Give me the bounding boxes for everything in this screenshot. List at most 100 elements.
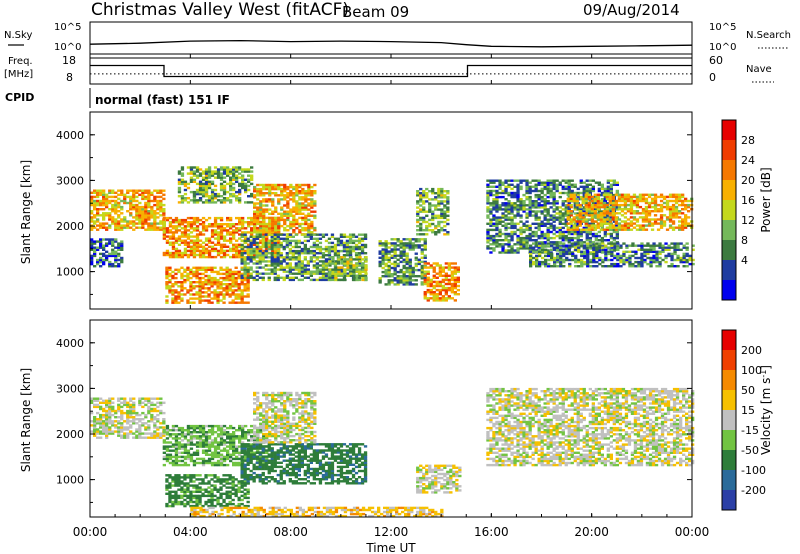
heat-cell bbox=[274, 194, 278, 197]
heat-cell bbox=[102, 189, 106, 192]
heat-cell bbox=[99, 258, 103, 262]
heat-cell bbox=[352, 258, 356, 261]
heat-cell bbox=[334, 278, 338, 282]
heat-cell bbox=[495, 189, 499, 193]
heat-cell bbox=[264, 233, 268, 236]
heat-cell bbox=[393, 277, 397, 280]
heat-cell bbox=[399, 277, 403, 280]
heat-cell bbox=[625, 244, 629, 247]
heat-cell bbox=[531, 214, 535, 217]
heat-cell bbox=[229, 182, 233, 186]
heat-cell bbox=[423, 242, 427, 245]
heat-cell bbox=[378, 264, 382, 268]
heat-cell bbox=[213, 188, 218, 192]
heat-cell bbox=[301, 206, 305, 209]
heat-cell bbox=[649, 244, 653, 247]
heat-cell bbox=[271, 222, 275, 226]
heat-cell bbox=[513, 216, 517, 219]
heat-cell bbox=[656, 210, 661, 213]
heat-cell bbox=[573, 236, 577, 240]
heat-cell bbox=[324, 272, 329, 275]
heat-cell bbox=[310, 222, 314, 226]
heat-cell bbox=[614, 203, 618, 207]
heat-cell bbox=[99, 208, 103, 211]
heat-cell bbox=[600, 198, 604, 201]
heat-cell bbox=[596, 218, 600, 221]
heat-cell bbox=[625, 256, 629, 260]
heat-cell bbox=[576, 195, 580, 199]
heat-cell bbox=[354, 243, 359, 247]
heat-cell bbox=[431, 214, 435, 217]
heat-cell bbox=[426, 299, 430, 302]
heat-cell bbox=[216, 249, 221, 253]
heat-cell bbox=[114, 265, 118, 268]
heat-cell bbox=[432, 276, 436, 279]
heat-cell bbox=[361, 266, 365, 269]
heat-cell bbox=[171, 291, 175, 294]
heat-cell bbox=[132, 220, 136, 223]
heat-cell bbox=[229, 255, 233, 259]
heat-cell bbox=[324, 276, 329, 279]
heat-cell bbox=[408, 244, 412, 247]
heat-cell bbox=[120, 199, 124, 203]
heat-cell bbox=[402, 248, 406, 251]
heat-cell bbox=[273, 254, 277, 257]
heat-cell bbox=[544, 262, 548, 266]
heat-cell bbox=[435, 293, 439, 296]
heat-cell bbox=[381, 244, 385, 247]
heat-cell bbox=[204, 255, 209, 259]
heat-cell bbox=[156, 205, 160, 209]
heat-cell bbox=[201, 283, 205, 286]
heat-cell bbox=[303, 258, 307, 261]
heat-cell bbox=[402, 273, 406, 276]
heat-cell bbox=[516, 208, 520, 211]
heat-cell bbox=[213, 237, 218, 240]
heat-cell bbox=[634, 244, 638, 247]
heat-cell bbox=[303, 243, 307, 247]
heat-cell bbox=[617, 212, 622, 215]
heat-cell bbox=[644, 205, 649, 209]
heat-cell bbox=[498, 220, 502, 223]
heat-cell bbox=[265, 222, 269, 226]
heat-cell bbox=[235, 216, 239, 220]
heat-cell bbox=[216, 223, 221, 226]
heat-cell bbox=[438, 291, 442, 294]
heat-cell bbox=[138, 226, 142, 229]
heat-cell bbox=[426, 270, 430, 273]
heat-cell bbox=[354, 276, 359, 279]
heat-cell bbox=[222, 192, 227, 196]
heat-cell bbox=[665, 199, 670, 203]
heat-cell bbox=[611, 195, 615, 199]
heat-cell bbox=[141, 191, 145, 194]
heat-cell bbox=[201, 229, 206, 232]
heat-cell bbox=[528, 239, 532, 242]
heat-cell bbox=[605, 197, 609, 201]
heat-cell bbox=[286, 185, 290, 189]
heat-cell bbox=[277, 222, 281, 226]
heat-cell bbox=[531, 200, 535, 203]
heat-cell bbox=[285, 256, 289, 259]
heat-cell bbox=[117, 210, 121, 213]
heat-cell bbox=[141, 218, 145, 221]
heat-cell bbox=[183, 274, 187, 278]
heat-cell bbox=[177, 253, 182, 257]
heat-cell bbox=[291, 254, 295, 257]
heat-cell bbox=[249, 252, 253, 255]
heat-cell bbox=[555, 200, 559, 203]
heat-cell bbox=[304, 206, 308, 209]
heat-cell bbox=[498, 243, 502, 246]
heat-cell bbox=[450, 288, 454, 292]
heat-cell bbox=[307, 208, 311, 211]
heat-cell bbox=[318, 256, 323, 259]
heat-cell bbox=[96, 224, 100, 227]
heat-cell bbox=[529, 250, 533, 253]
heat-cell bbox=[635, 224, 640, 227]
heat-cell bbox=[498, 208, 502, 211]
heat-cell bbox=[443, 220, 447, 224]
heat-cell bbox=[180, 201, 185, 204]
heat-cell bbox=[339, 243, 344, 247]
heat-cell bbox=[647, 212, 652, 215]
heat-cell bbox=[437, 190, 441, 193]
heat-cell bbox=[384, 273, 388, 276]
heat-cell bbox=[159, 203, 163, 207]
